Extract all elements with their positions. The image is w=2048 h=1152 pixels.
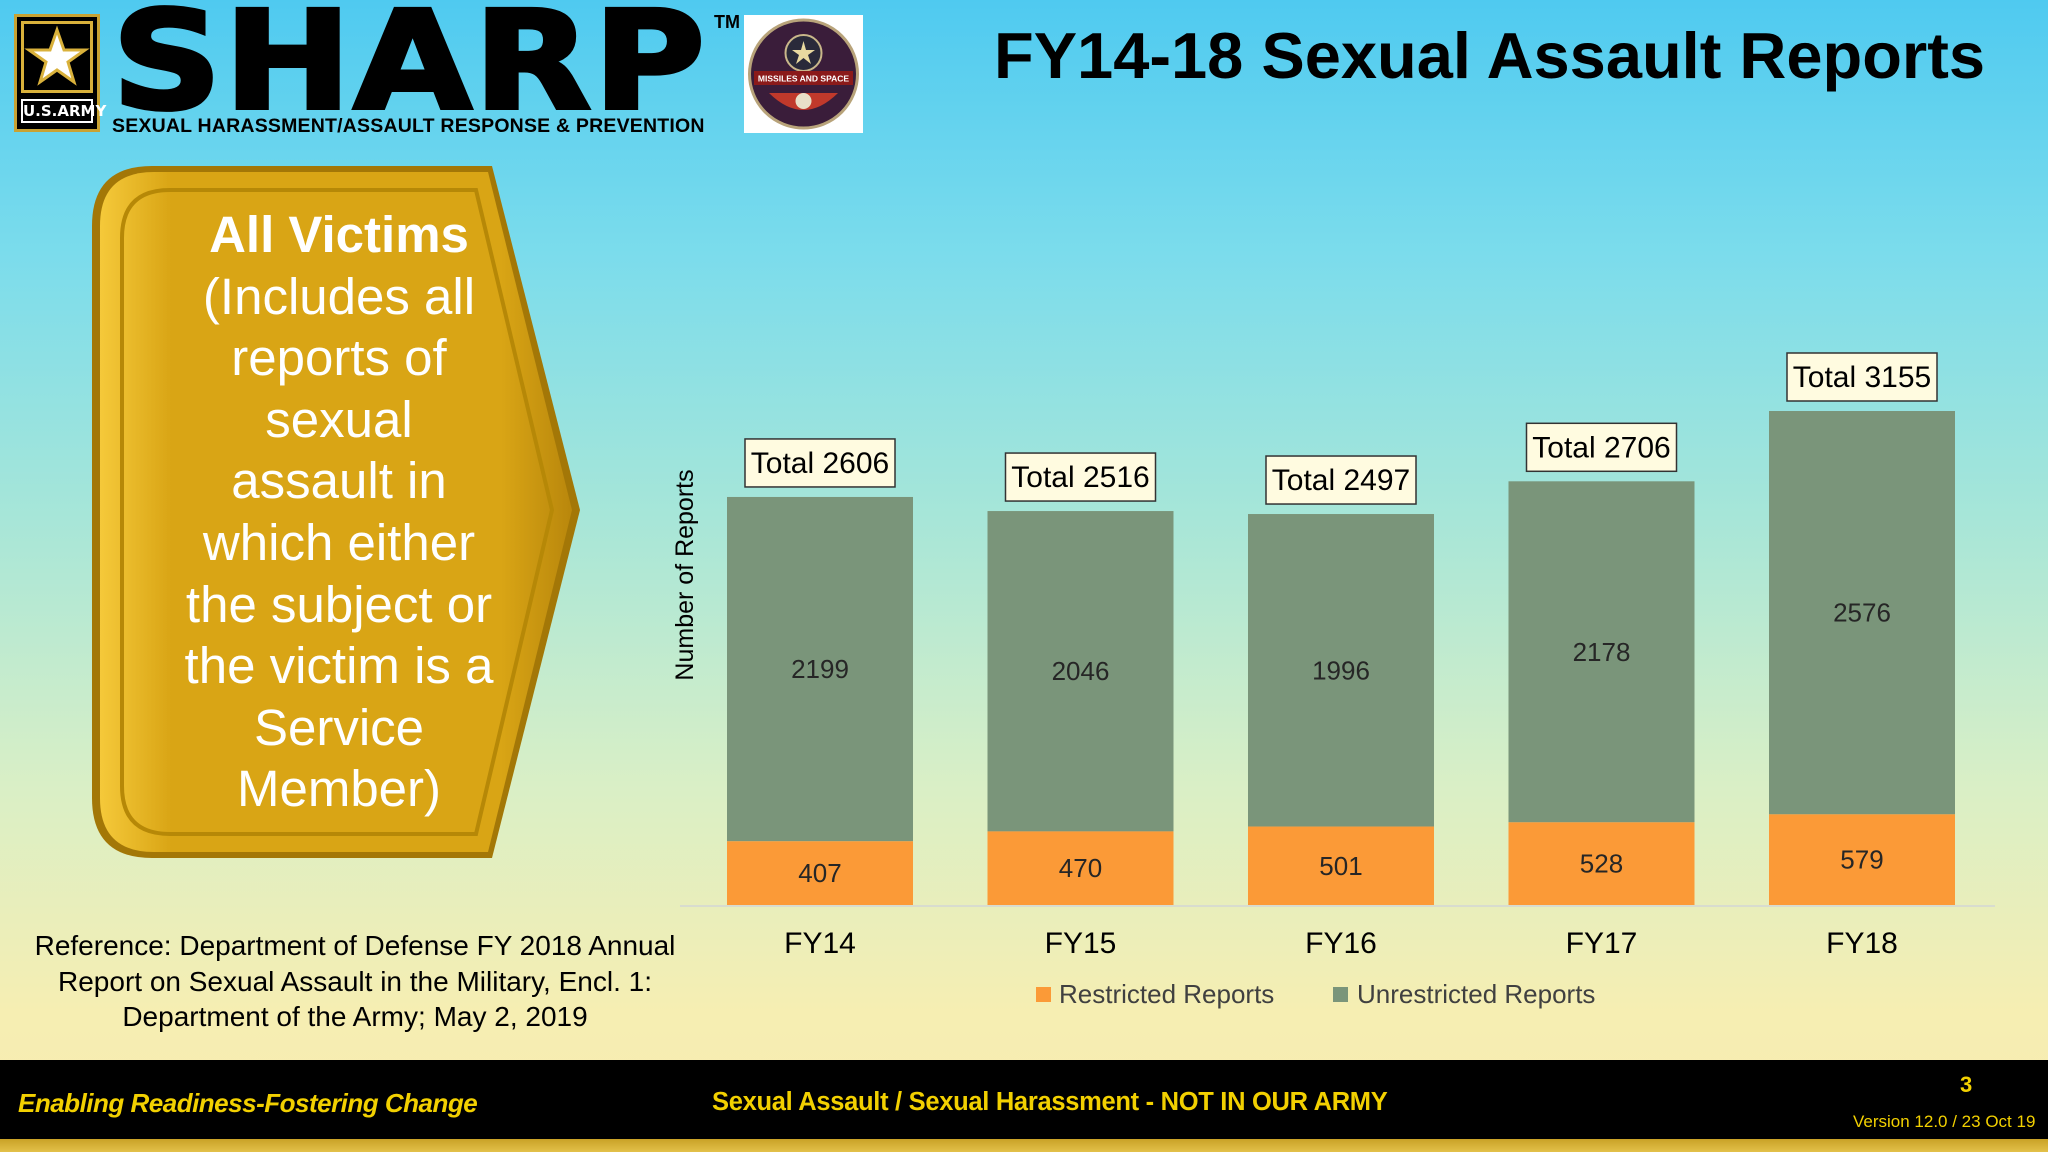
bar-unrestricted-fy14 xyxy=(727,496,913,842)
footer-campaign: Sexual Assault / Sexual Harassment - NOT… xyxy=(712,1088,1388,1116)
data-label-unrestricted: 2046 xyxy=(1052,656,1110,686)
total-box xyxy=(1004,452,1157,502)
trademark-mark: TM xyxy=(714,12,740,32)
callout-arrow-shape xyxy=(92,166,580,858)
total-label: Total 2516 xyxy=(1011,461,1149,494)
data-label-restricted: 528 xyxy=(1580,849,1623,879)
page-title: FY14-18 Sexual Assault Reports xyxy=(994,19,1986,92)
bar-restricted-fy16 xyxy=(1248,826,1434,905)
callout-body: (Includes all reports of sexual assault … xyxy=(184,267,494,818)
data-label-unrestricted: 2576 xyxy=(1833,598,1891,628)
data-label-unrestricted: 2199 xyxy=(791,654,849,684)
footer-slogan: Enabling Readiness-Fostering Change xyxy=(18,1088,478,1118)
total-box xyxy=(1265,455,1417,505)
callout-text: All Victims (Includes all reports of sex… xyxy=(178,204,500,820)
data-label-restricted: 501 xyxy=(1319,851,1362,881)
legend-label-restricted: Restricted Reports xyxy=(1059,979,1274,1009)
missiles-and-space-patch: MISSILES AND SPACE xyxy=(744,15,863,133)
x-tick-label: FY14 xyxy=(784,927,856,960)
data-label-restricted: 579 xyxy=(1840,845,1883,875)
stacked-bar-chart: Number of Reports 2199 407 Total 2606 FY14 20… xyxy=(671,352,1995,1009)
total-box xyxy=(744,438,896,488)
data-label-restricted: 407 xyxy=(798,858,841,888)
us-army-logo: U.S.ARMY xyxy=(14,14,106,132)
version-label: Version 12.0 / 23 Oct 19 xyxy=(1853,1112,2036,1131)
bar-unrestricted-fy15 xyxy=(987,511,1174,832)
data-label-unrestricted: 1996 xyxy=(1312,655,1370,685)
bar-restricted-fy17 xyxy=(1508,822,1695,905)
reference-note: Reference: Department of Defense FY 2018… xyxy=(34,930,676,1032)
total-box xyxy=(1525,422,1678,473)
sharp-logo-text: SHARP xyxy=(110,0,708,141)
total-label: Total 2606 xyxy=(751,447,889,480)
bar-restricted-fy18 xyxy=(1769,814,1955,905)
x-tick-label: FY15 xyxy=(1045,927,1117,960)
bar-unrestricted-fy17 xyxy=(1508,481,1695,823)
bar-restricted-fy14 xyxy=(727,841,913,905)
data-label-restricted: 470 xyxy=(1059,853,1102,883)
army-star-icon xyxy=(21,21,93,93)
y-axis-label: Number of Reports xyxy=(671,469,699,680)
footer-bar: Enabling Readiness-Fostering Change Sexu… xyxy=(0,1060,2048,1152)
legend-swatch-restricted xyxy=(1036,987,1051,1002)
page-number: 3 xyxy=(1960,1072,1973,1097)
total-label: Total 2497 xyxy=(1272,464,1410,497)
total-box xyxy=(1786,352,1938,402)
x-tick-label: FY17 xyxy=(1566,927,1638,960)
legend-swatch-unrestricted xyxy=(1333,987,1348,1002)
bar-unrestricted-fy16 xyxy=(1248,514,1434,827)
army-logo-label: U.S.ARMY xyxy=(21,99,106,123)
legend-label-unrestricted: Unrestricted Reports xyxy=(1357,979,1595,1009)
bar-unrestricted-fy18 xyxy=(1769,411,1955,815)
bar-restricted-fy15 xyxy=(987,831,1174,905)
patch-label: MISSILES AND SPACE xyxy=(758,74,849,84)
callout-heading: All Victims xyxy=(209,206,469,263)
total-label: Total 3155 xyxy=(1793,361,1931,394)
total-label: Total 2706 xyxy=(1532,431,1670,464)
x-tick-label: FY18 xyxy=(1826,927,1898,960)
data-label-unrestricted: 2178 xyxy=(1573,637,1631,667)
sharp-logo-subtitle: SEXUAL HARASSMENT/ASSAULT RESPONSE & PRE… xyxy=(112,115,705,137)
x-tick-label: FY16 xyxy=(1305,927,1377,960)
